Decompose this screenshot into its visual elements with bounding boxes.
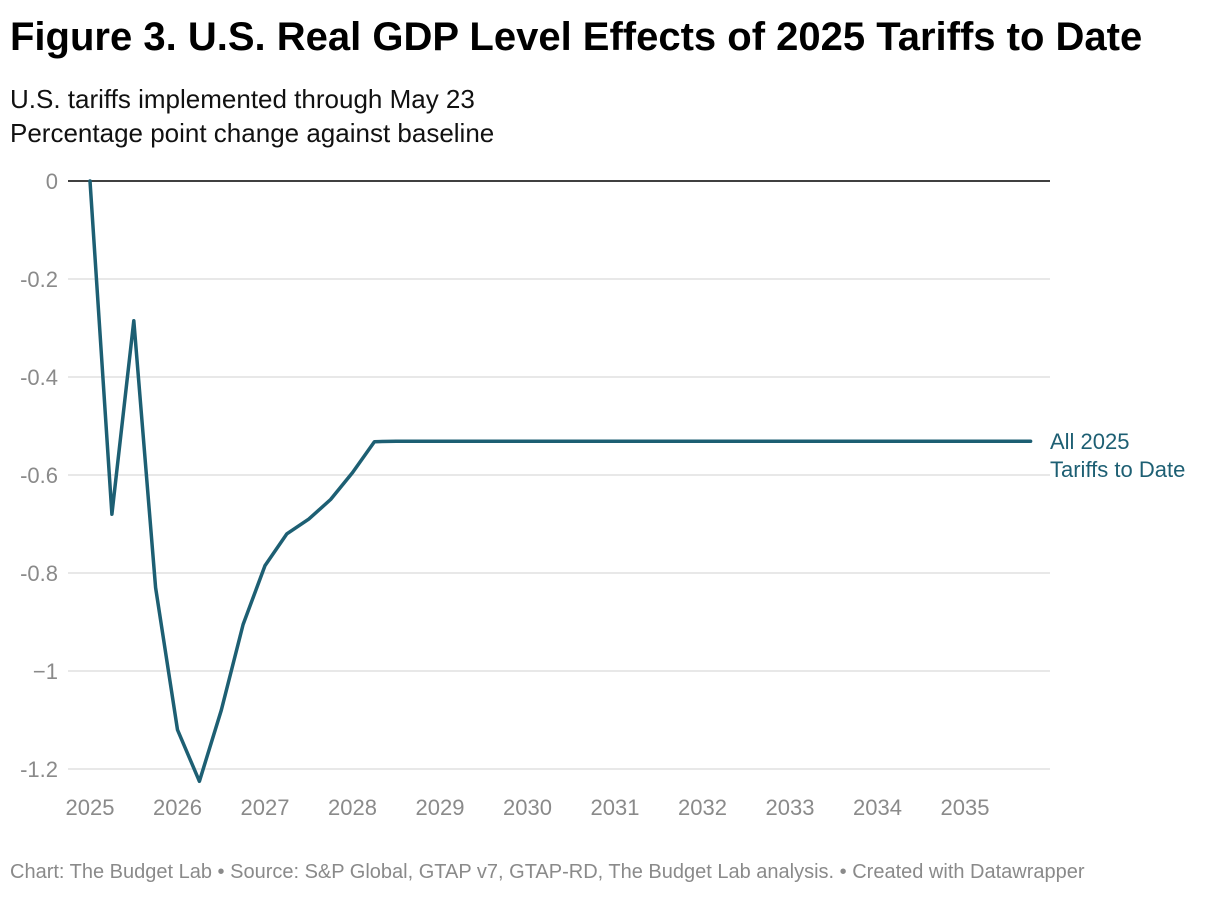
- chart-subtitle: U.S. tariffs implemented through May 23 …: [10, 82, 494, 150]
- x-tick-label: 2034: [853, 795, 902, 820]
- y-tick-label: −1: [33, 659, 58, 684]
- series: All 2025 Tariffs to Date: [88, 179, 1185, 784]
- x-tick-label: 2027: [241, 795, 290, 820]
- x-tick-label: 2031: [591, 795, 640, 820]
- gridlines: [68, 180, 1050, 770]
- x-axis: 2025 2026 2027 2028 2029 2030 2031 2032 2033 2034…: [66, 795, 990, 820]
- x-tick-label: 2033: [766, 795, 815, 820]
- series-label-line: All 2025: [1050, 429, 1130, 454]
- y-axis: 0 -0.2 -0.4 -0.6 -0.8 −1 -1.2: [20, 169, 58, 782]
- y-tick-label: -0.4: [20, 365, 58, 390]
- series-label: All 2025 Tariffs to Date: [1050, 429, 1185, 482]
- x-tick-label: 2025: [66, 795, 115, 820]
- subtitle-line-2: Percentage point change against baseline: [10, 118, 495, 148]
- subtitle-line-1: U.S. tariffs implemented through May 23: [10, 84, 475, 114]
- x-tick-label: 2029: [416, 795, 465, 820]
- x-tick-label: 2028: [328, 795, 377, 820]
- y-tick-label: -1.2: [20, 757, 58, 782]
- x-tick-label: 2030: [503, 795, 552, 820]
- line-chart: 0 -0.2 -0.4 -0.6 -0.8 −1 -1.2 2025 2026 2027 2028…: [20, 169, 1185, 820]
- series-label-line: Tariffs to Date: [1050, 457, 1185, 482]
- y-tick-label: -0.6: [20, 463, 58, 488]
- y-tick-label: 0: [46, 169, 58, 194]
- series-line: [88, 179, 1033, 784]
- x-tick-label: 2035: [941, 795, 990, 820]
- y-tick-label: -0.8: [20, 561, 58, 586]
- chart-footer: Chart: The Budget Lab • Source: S&P Glob…: [10, 861, 1085, 883]
- y-tick-label: -0.2: [20, 267, 58, 292]
- x-tick-label: 2026: [153, 795, 202, 820]
- x-tick-label: 2032: [678, 795, 727, 820]
- chart-title: Figure 3. U.S. Real GDP Level Effects of…: [10, 15, 1143, 59]
